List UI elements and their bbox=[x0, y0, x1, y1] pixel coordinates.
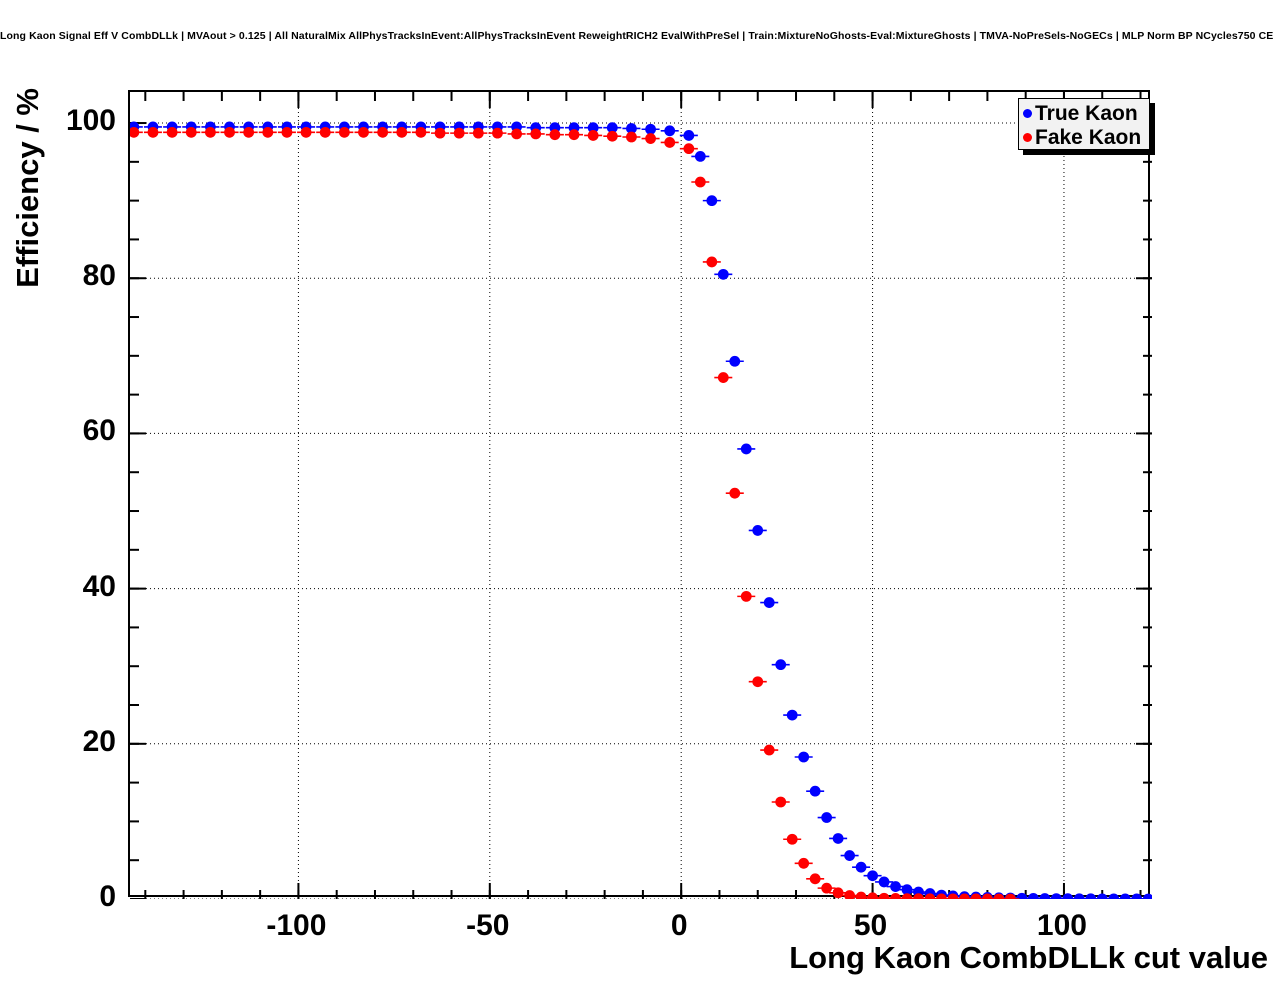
series-true-kaon bbox=[130, 121, 1152, 899]
legend-label: Fake Kaon bbox=[1035, 125, 1142, 149]
y-tick-label: 100 bbox=[65, 104, 116, 138]
legend-entry: Fake Kaon bbox=[1023, 125, 1149, 149]
legend-label: True Kaon bbox=[1035, 101, 1138, 125]
legend-marker-icon bbox=[1023, 132, 1032, 142]
grid-lines bbox=[130, 92, 1152, 899]
legend: True Kaon Fake Kaon bbox=[1018, 98, 1150, 150]
x-tick-label: 50 bbox=[853, 909, 888, 942]
x-tick-label: 100 bbox=[1036, 909, 1087, 942]
x-tick-label: -50 bbox=[466, 909, 510, 942]
axis-ticks bbox=[130, 92, 1152, 899]
y-tick-label: 60 bbox=[82, 414, 116, 448]
data-series-layer bbox=[130, 121, 1152, 899]
y-tick-label: 40 bbox=[82, 569, 116, 603]
page-title: Long Kaon Signal Eff V CombDLLk | MVAout… bbox=[0, 30, 1276, 42]
y-tick-label: 20 bbox=[82, 724, 116, 758]
y-tick-label: 0 bbox=[99, 880, 116, 913]
plot-frame bbox=[128, 90, 1152, 899]
y-tick-label: 80 bbox=[82, 259, 116, 293]
x-axis-title: Long Kaon CombDLLk cut value bbox=[789, 940, 1268, 975]
series-fake-kaon bbox=[130, 126, 1020, 899]
x-tick-label: -100 bbox=[266, 909, 327, 942]
legend-entry: True Kaon bbox=[1023, 101, 1149, 125]
x-tick-label: 0 bbox=[670, 909, 688, 942]
scatter-plot bbox=[130, 92, 1152, 899]
legend-marker-icon bbox=[1023, 108, 1032, 118]
